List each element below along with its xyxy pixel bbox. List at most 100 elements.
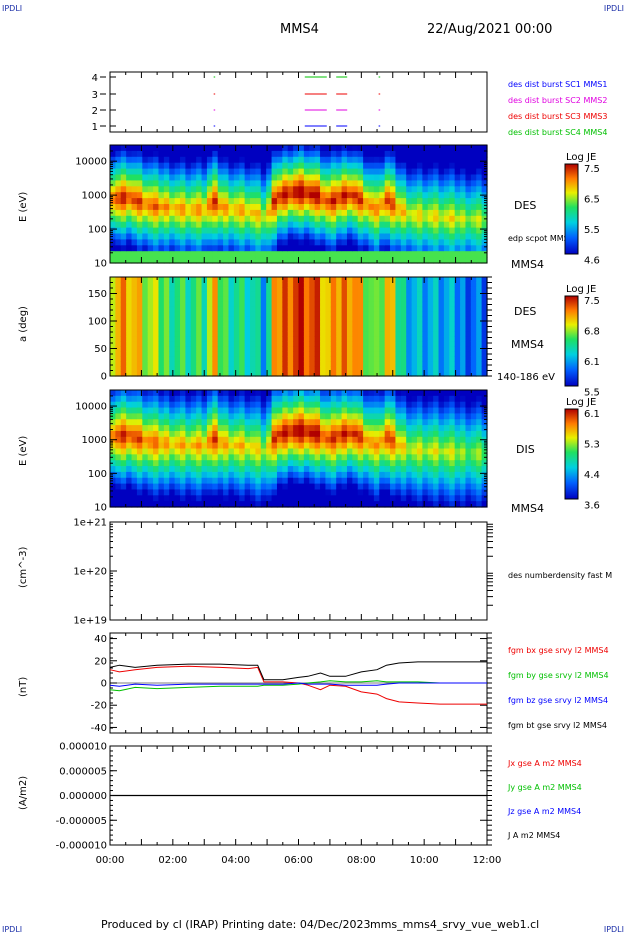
heatmap-cell bbox=[433, 483, 440, 491]
heatmap-cell bbox=[196, 477, 203, 485]
heatmap-cell bbox=[260, 436, 267, 444]
heatmap-cell bbox=[336, 366, 343, 372]
heatmap-cell bbox=[465, 466, 472, 473]
heatmap-cell bbox=[282, 331, 289, 337]
heatmap-cell bbox=[373, 162, 380, 170]
heatmap-cell bbox=[255, 277, 262, 283]
heatmap-cell bbox=[352, 346, 359, 352]
heatmap-cell bbox=[250, 419, 257, 426]
heatmap-cell bbox=[131, 331, 138, 337]
heatmap-cell bbox=[255, 311, 262, 318]
heatmap-cell bbox=[325, 489, 332, 496]
heatmap-cell bbox=[379, 356, 386, 362]
heatmap-cell bbox=[169, 221, 176, 229]
heatmap-cell bbox=[481, 180, 488, 187]
heatmap-cell bbox=[163, 442, 170, 450]
heatmap-cell bbox=[169, 156, 176, 164]
heatmap-cell bbox=[293, 448, 300, 455]
heatmap-cell bbox=[325, 215, 332, 223]
panel-side-label: DIS bbox=[516, 443, 535, 456]
heatmap-cell bbox=[320, 233, 327, 240]
heatmap-cell bbox=[115, 192, 122, 199]
heatmap-cell bbox=[438, 291, 445, 298]
heatmap-cell bbox=[309, 366, 316, 372]
heatmap-cell bbox=[346, 296, 353, 303]
heatmap-cell bbox=[443, 162, 450, 170]
heatmap-cell bbox=[190, 371, 197, 377]
heatmap-cell bbox=[443, 296, 450, 303]
heatmap-cell bbox=[357, 291, 364, 298]
heatmap-cell bbox=[422, 341, 429, 347]
heatmap-cell bbox=[131, 168, 138, 176]
heatmap-cell bbox=[250, 407, 257, 414]
heatmap-cell bbox=[320, 477, 327, 485]
heatmap-cell bbox=[223, 501, 230, 508]
heatmap-cell bbox=[131, 209, 138, 217]
heatmap-cell bbox=[217, 436, 224, 444]
heatmap-cell bbox=[395, 331, 402, 337]
heatmap-cell bbox=[411, 306, 418, 313]
heatmap-cell bbox=[476, 366, 483, 372]
heatmap-cell bbox=[233, 251, 240, 258]
heatmap-cell bbox=[443, 331, 450, 337]
fgm-legend-entry: fgm bx gse srvy l2 MMS4 bbox=[508, 646, 609, 655]
heatmap-cell bbox=[110, 390, 116, 397]
heatmap-cell bbox=[126, 281, 133, 288]
heatmap-cell bbox=[352, 150, 359, 158]
heatmap-cell bbox=[341, 436, 348, 444]
heatmap-cell bbox=[352, 413, 359, 420]
heatmap-cell bbox=[390, 495, 397, 502]
heatmap-cell bbox=[147, 442, 154, 450]
heatmap-cell bbox=[233, 281, 240, 288]
heatmap-cell bbox=[390, 209, 397, 217]
heatmap-cell bbox=[180, 346, 186, 352]
heatmap-cell bbox=[163, 180, 170, 187]
heatmap-cell bbox=[228, 209, 235, 217]
heatmap-cell bbox=[320, 311, 327, 318]
heatmap-cell bbox=[201, 245, 208, 252]
heatmap-cell bbox=[443, 286, 450, 293]
heatmap-cell bbox=[174, 407, 181, 414]
heatmap-cell bbox=[298, 489, 305, 496]
current-legend-entry: Jy gse A m2 MMS4 bbox=[507, 783, 582, 792]
heatmap-cell bbox=[368, 371, 375, 377]
heatmap-cell bbox=[169, 336, 176, 342]
heatmap-cell bbox=[395, 150, 402, 158]
heatmap-cell bbox=[250, 316, 257, 323]
heatmap-cell bbox=[363, 321, 370, 328]
heatmap-cell bbox=[298, 454, 305, 461]
heatmap-cell bbox=[136, 489, 143, 496]
heatmap-cell bbox=[287, 257, 294, 264]
heatmap-cell bbox=[110, 401, 116, 409]
heatmap-cell bbox=[180, 311, 186, 318]
heatmap-cell bbox=[422, 221, 429, 229]
heatmap-cell bbox=[363, 442, 370, 450]
heatmap-cell bbox=[142, 395, 149, 403]
heatmap-cell bbox=[255, 495, 262, 502]
heatmap-cell bbox=[126, 501, 133, 508]
heatmap-cell bbox=[282, 251, 289, 258]
heatmap-cell bbox=[449, 227, 456, 235]
heatmap-cell bbox=[309, 401, 316, 409]
heatmap-cell bbox=[470, 239, 477, 246]
heatmap-cell bbox=[212, 286, 219, 293]
heatmap-cell bbox=[314, 436, 321, 444]
heatmap-cell bbox=[147, 351, 154, 357]
heatmap-cell bbox=[276, 316, 283, 323]
heatmap-cell bbox=[180, 430, 186, 438]
heatmap-cell bbox=[330, 162, 337, 170]
heatmap-cell bbox=[282, 316, 289, 323]
heatmap-cell bbox=[368, 286, 375, 293]
heatmap-cell bbox=[190, 306, 197, 313]
heatmap-cell bbox=[395, 227, 402, 235]
heatmap-cell bbox=[250, 281, 257, 288]
heatmap-cell bbox=[406, 204, 413, 211]
heatmap-cell bbox=[325, 471, 332, 479]
heatmap-cell bbox=[185, 321, 192, 328]
heatmap-cell bbox=[454, 286, 461, 293]
heatmap-cell bbox=[212, 430, 219, 438]
heatmap-cell bbox=[314, 192, 321, 199]
heatmap-cell bbox=[309, 145, 316, 152]
heatmap-cell bbox=[136, 436, 143, 444]
heatmap-cell bbox=[368, 436, 375, 444]
